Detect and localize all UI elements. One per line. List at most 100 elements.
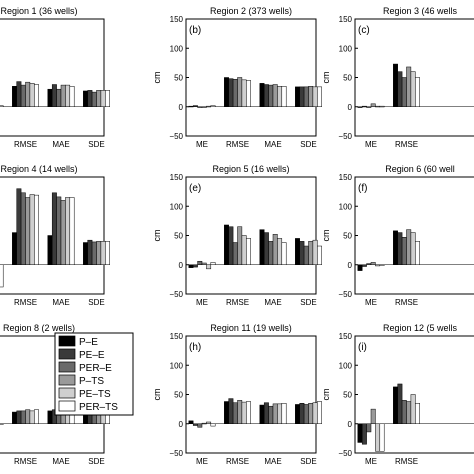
y-tick-label: −50 [338, 449, 352, 458]
y-tick-label: −50 [169, 290, 183, 299]
bar [410, 232, 416, 265]
y-axis-label: cm [321, 389, 331, 401]
bar [100, 90, 106, 108]
bar [87, 239, 93, 265]
bar [379, 423, 385, 452]
bar [91, 91, 97, 107]
legend-label: PE–E [79, 350, 105, 361]
bar [69, 197, 75, 266]
bar [237, 400, 243, 425]
y-tick-label: 0 [348, 261, 353, 270]
bar [60, 200, 66, 265]
bar [401, 237, 407, 266]
bar [0, 264, 4, 288]
bar [259, 83, 265, 107]
bar [25, 409, 31, 424]
bar [268, 84, 274, 108]
bar [188, 264, 194, 268]
x-tick-label: SDE [300, 457, 316, 466]
x-tick-label: MAE [264, 457, 281, 466]
panel-3: Region 3 (46 wells (c) 150 100 50 0 −50 cm ME RMS… [321, 6, 474, 149]
bar [268, 405, 274, 425]
bar [51, 84, 57, 107]
x-tick-label: ME [365, 457, 377, 466]
bar [192, 264, 198, 268]
panel-title: Region 8 (2 wells) [3, 323, 75, 333]
bar [375, 105, 381, 108]
bar [65, 84, 71, 108]
bar [370, 408, 376, 424]
x-tick-label: MAE [264, 140, 281, 149]
bar [277, 86, 283, 108]
bar [361, 264, 367, 267]
bar [401, 77, 407, 107]
panel-5: Region 5 (16 wells) (e) 150 100 50 0 −50 cm ME RM… [152, 164, 322, 307]
bar [232, 402, 238, 425]
bar [366, 263, 372, 265]
x-tick-label: RMSE [395, 457, 418, 466]
bar [299, 86, 305, 107]
bar [357, 106, 363, 108]
y-axis-label: cm [321, 72, 331, 84]
y-axis-label: cm [321, 230, 331, 242]
x-tick-label: MAE [52, 298, 69, 307]
bar [206, 421, 212, 424]
bar [228, 78, 234, 107]
bar [299, 241, 305, 266]
bar [206, 264, 212, 270]
panel-2: Region 2 (373 wells) (b) 150 100 50 0 −50 cm ME R… [152, 6, 322, 149]
y-tick-label: 100 [170, 44, 184, 53]
bar [237, 77, 243, 107]
bar [224, 77, 229, 107]
x-tick-label: SDE [88, 457, 104, 466]
bar [12, 232, 17, 265]
y-axis-label: cm [152, 230, 162, 242]
bar [406, 401, 412, 424]
y-tick-label: 100 [339, 202, 353, 211]
bar [96, 241, 102, 266]
bar [361, 423, 367, 445]
panel-title: Region 12 (5 wells [383, 323, 458, 333]
panel-title: Region 1 (36 wells) [0, 6, 77, 16]
bar [303, 86, 309, 107]
bar [16, 188, 22, 265]
bar [197, 260, 203, 265]
x-tick-label: SDE [300, 140, 316, 149]
x-tick-label: RMSE [226, 457, 249, 466]
bar [415, 403, 420, 424]
bar [370, 262, 376, 266]
bar [47, 235, 53, 265]
bar [272, 403, 278, 424]
legend-swatch [58, 374, 76, 386]
bar [259, 229, 265, 265]
bar [201, 422, 207, 425]
bar [379, 264, 385, 266]
bar [16, 81, 22, 108]
x-tick-label: RMSE [395, 298, 418, 307]
bar [415, 77, 420, 107]
bar [397, 383, 403, 424]
y-tick-label: 150 [339, 332, 353, 341]
bar [317, 401, 322, 424]
bar [96, 90, 102, 108]
bar [268, 241, 274, 266]
bar [20, 410, 26, 425]
bar [379, 105, 385, 108]
panel-label: (c) [358, 25, 370, 36]
bar [401, 400, 407, 425]
bar [29, 194, 35, 265]
legend-label: P–TS [79, 376, 104, 387]
legend-label: P–E [79, 337, 98, 348]
bar [224, 401, 229, 424]
bar [188, 105, 194, 108]
bar [393, 230, 398, 266]
panel-label: (h) [189, 342, 201, 353]
x-tick-label: MAE [52, 140, 69, 149]
panel-title: Region 3 (46 wells [383, 6, 458, 16]
y-tick-label: 0 [348, 420, 353, 429]
bar [308, 86, 314, 108]
bar [366, 106, 372, 108]
panel-title: Region 6 (60 well [385, 164, 455, 174]
